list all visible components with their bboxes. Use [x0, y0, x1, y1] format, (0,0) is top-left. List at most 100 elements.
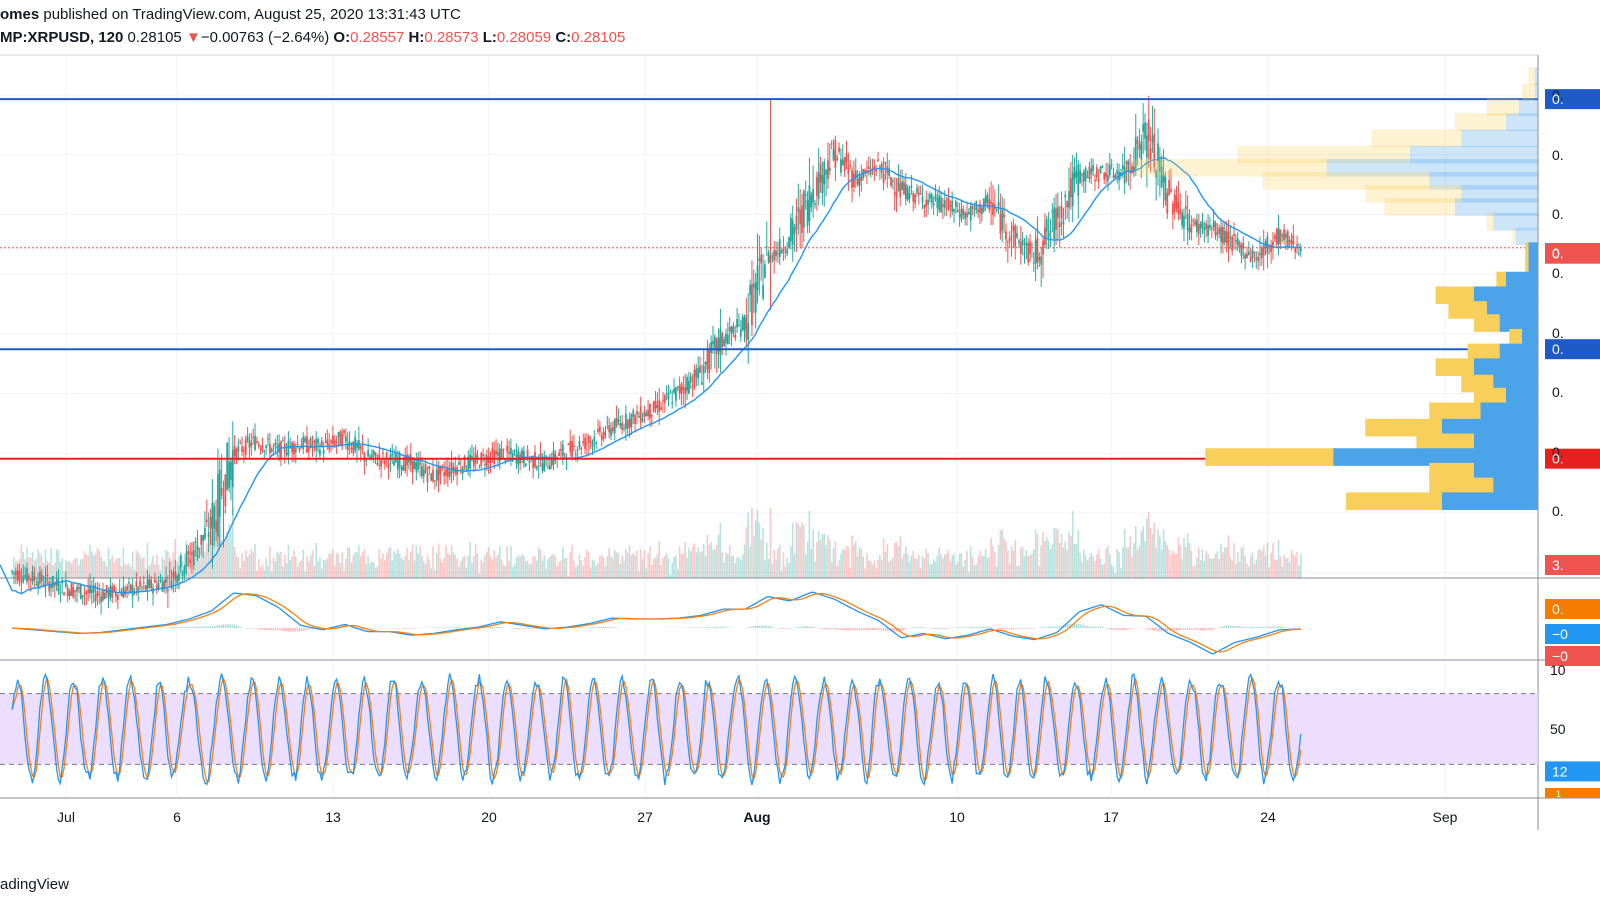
volume-bar — [1157, 529, 1159, 578]
candle-body — [250, 442, 253, 447]
volume-bar — [120, 566, 123, 578]
volume-bar — [1058, 543, 1061, 578]
volume-bar — [643, 550, 646, 578]
candle-body — [1140, 141, 1143, 160]
volume-bar — [517, 555, 520, 578]
macd-pane — [12, 591, 1600, 666]
volume-bar — [930, 563, 933, 578]
candle-body — [309, 438, 312, 447]
candle-body — [828, 167, 831, 172]
candle-body — [945, 208, 948, 210]
volume-bar — [752, 536, 755, 578]
candle-body — [986, 194, 989, 203]
candle-body — [535, 466, 538, 469]
volume-bars — [11, 508, 1302, 578]
profile-bar-up — [1512, 227, 1516, 246]
candle-body — [762, 285, 764, 299]
candle-body — [374, 452, 377, 457]
volume-bar — [651, 564, 653, 578]
candle-body — [359, 445, 362, 449]
volume-bar — [830, 562, 833, 578]
profile-bar-up — [1429, 477, 1494, 496]
volume-bar — [1225, 547, 1228, 578]
candle-body — [163, 580, 166, 589]
candle-body — [1242, 242, 1245, 249]
volume-bar — [1160, 549, 1163, 578]
volume-bar — [122, 547, 125, 578]
candle-body — [1008, 237, 1011, 241]
profile-bar-down — [1480, 402, 1538, 421]
price-axis-label: 0. — [1552, 444, 1564, 460]
volume-bar — [55, 549, 58, 578]
candle-body — [938, 195, 941, 211]
candle-body — [484, 463, 486, 466]
volume-bar — [1235, 564, 1237, 578]
candle-body — [747, 323, 750, 340]
candle-body — [975, 201, 978, 211]
candle-body — [1260, 247, 1263, 259]
candle-body — [331, 435, 334, 445]
profile-bar-up — [1522, 83, 1535, 102]
volume-bar — [1209, 558, 1211, 578]
candle-body — [1240, 244, 1243, 257]
volume-bar — [721, 552, 724, 578]
volume-bar — [276, 551, 279, 578]
candle-body — [35, 583, 38, 585]
candle-body — [1144, 122, 1146, 139]
candle-body — [400, 467, 403, 470]
candle-body — [120, 593, 123, 596]
candle-body — [1286, 231, 1289, 247]
published-info: published on TradingView.com, August 25,… — [43, 6, 461, 23]
candle-body — [1171, 203, 1174, 215]
volume-bar — [1201, 549, 1204, 578]
candle-body — [1001, 208, 1004, 231]
volume-bar — [567, 576, 570, 578]
candle-body — [801, 205, 803, 233]
candle-body — [621, 422, 624, 430]
volume-bar — [1288, 562, 1291, 578]
candle-body — [105, 585, 108, 593]
candle-body — [597, 429, 599, 432]
candle-body — [1238, 241, 1241, 249]
candle-body — [415, 462, 418, 472]
candle-body — [385, 453, 388, 459]
volume-bar — [1138, 545, 1141, 578]
candle-body — [680, 383, 683, 394]
candle-body — [689, 376, 692, 382]
candle-body — [788, 237, 790, 248]
volume-bar — [1296, 551, 1298, 578]
volume-bar — [135, 550, 138, 578]
volume-bar — [463, 555, 466, 578]
profile-bar-down — [1534, 83, 1538, 102]
volume-bar — [187, 556, 190, 578]
candle-body — [665, 392, 668, 394]
volume-bar — [285, 563, 288, 578]
volume-bar — [665, 553, 668, 578]
candle-body — [448, 471, 451, 477]
volume-bar — [921, 556, 924, 578]
candle-body — [170, 580, 173, 589]
volume-bar — [1045, 537, 1048, 578]
volume-bar — [995, 566, 998, 578]
volume-bar — [717, 534, 720, 578]
candle-body — [832, 149, 835, 160]
volume-bar — [371, 561, 373, 578]
candle-body — [493, 450, 496, 464]
profile-bar-up — [1486, 212, 1494, 231]
candle-body — [865, 170, 868, 172]
volume-bar — [1064, 541, 1067, 578]
candle-body — [172, 572, 175, 577]
candle-body — [472, 459, 475, 467]
volume-bar — [825, 544, 827, 578]
candle-body — [632, 410, 635, 417]
volume-bar — [704, 555, 707, 578]
volume-bar — [230, 530, 232, 578]
volume-bar — [610, 555, 612, 578]
candle-body — [1201, 221, 1204, 228]
volume-bar — [760, 539, 763, 578]
volume-bar — [1034, 529, 1037, 578]
volume-bar — [165, 549, 167, 578]
candle-body — [42, 584, 45, 586]
candle-body — [639, 406, 642, 423]
